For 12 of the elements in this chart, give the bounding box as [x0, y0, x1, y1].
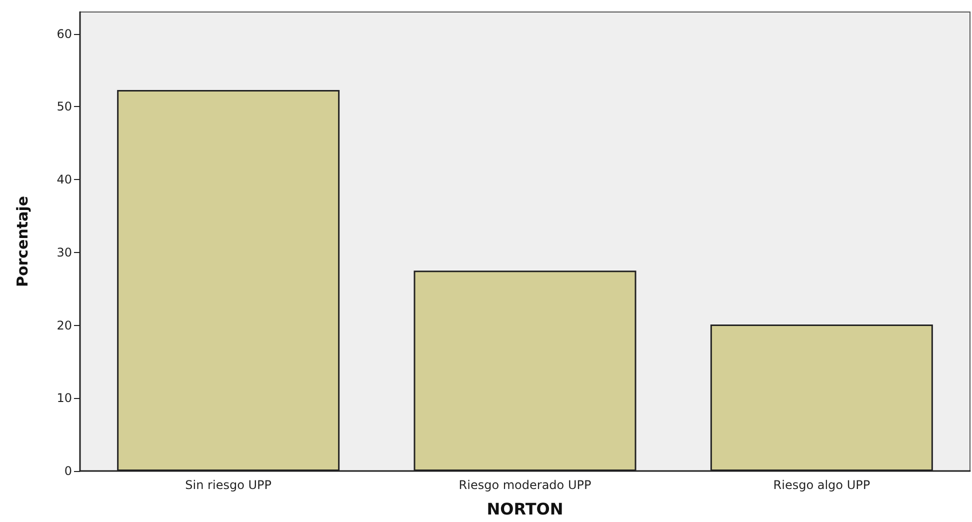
x-axis-title: NORTON: [486, 500, 564, 518]
x-tick-label: Sin riesgo UPP: [185, 478, 272, 492]
y-tick-label: 20: [56, 318, 72, 332]
y-tick-label: 10: [56, 391, 72, 406]
x-tick-label: Riesgo moderado UPP: [458, 478, 592, 492]
y-tick-label: 40: [56, 172, 72, 187]
x-tick-label: Riesgo algo UPP: [773, 478, 870, 492]
y-axis-title: Porcentaje: [14, 196, 32, 288]
y-tick-label: 60: [56, 26, 72, 41]
y-tick-label: 30: [56, 245, 72, 260]
y-tick-label: 50: [56, 100, 72, 114]
y-tick-label: 0: [64, 464, 72, 478]
